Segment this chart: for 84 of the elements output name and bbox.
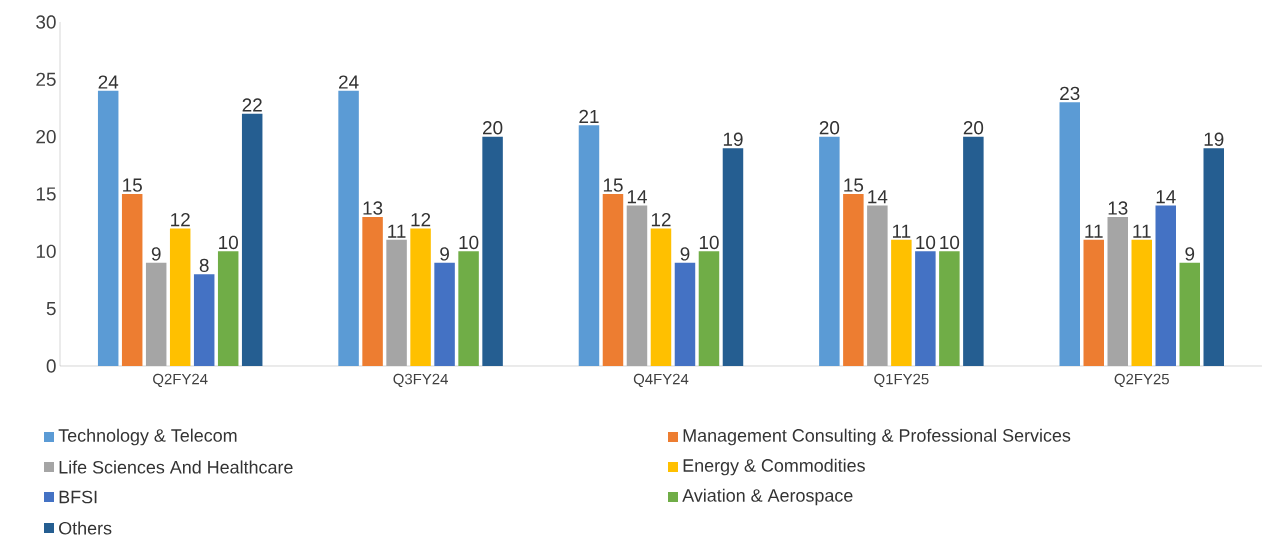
bar xyxy=(963,136,984,366)
bar xyxy=(362,216,383,366)
data-label: 19 xyxy=(723,132,743,146)
bar xyxy=(338,90,359,366)
data-label: 12 xyxy=(171,212,190,227)
bar xyxy=(819,136,840,366)
data-label: 10 xyxy=(459,235,479,250)
bar xyxy=(602,194,624,366)
bar xyxy=(674,262,696,366)
data-label: 13 xyxy=(1108,201,1128,215)
data-label: 14 xyxy=(868,190,888,204)
bar xyxy=(193,274,215,366)
legend-label: Technology & Telecom xyxy=(58,428,237,446)
bar xyxy=(1203,148,1224,366)
bar xyxy=(698,251,720,366)
x-tick-label: Q1FY25 xyxy=(874,373,929,388)
data-label: 8 xyxy=(199,258,209,273)
x-tick-label: Q4FY24 xyxy=(633,373,689,388)
data-label: 14 xyxy=(627,190,647,204)
data-label: 11 xyxy=(388,224,406,238)
x-tick-label: Q3FY24 xyxy=(393,373,448,388)
data-label: 19 xyxy=(1204,132,1224,146)
data-label: 20 xyxy=(963,121,984,135)
data-label: 15 xyxy=(603,178,623,192)
bar xyxy=(410,228,431,366)
bar xyxy=(97,90,119,366)
data-label: 12 xyxy=(651,212,671,227)
data-label: 22 xyxy=(242,98,262,112)
data-label: 20 xyxy=(819,121,840,135)
x-tick-label: Q2FY24 xyxy=(153,373,208,388)
y-tick-label: 30 xyxy=(36,15,56,29)
bar xyxy=(121,194,143,366)
bar xyxy=(843,194,864,366)
data-label: 10 xyxy=(916,235,936,250)
x-tick-label: Q2FY25 xyxy=(1114,373,1169,388)
data-label: 10 xyxy=(219,235,238,250)
bar xyxy=(650,228,672,366)
data-label: 24 xyxy=(98,75,119,89)
bar xyxy=(458,251,479,366)
bar xyxy=(482,136,503,366)
legend-label: Life Sciences And Healthcare xyxy=(59,460,293,474)
data-label: 12 xyxy=(411,212,431,227)
bar xyxy=(1083,239,1104,366)
legend-label: Energy & Commodities xyxy=(683,458,865,476)
data-label: 11 xyxy=(1133,224,1151,238)
y-tick-label: 0 xyxy=(46,359,56,373)
data-label: 11 xyxy=(892,224,911,238)
bar xyxy=(217,251,239,366)
data-label: 9 xyxy=(1185,247,1195,261)
data-label: 13 xyxy=(363,201,383,215)
legend-label: BFSI xyxy=(59,490,97,504)
bar xyxy=(1131,239,1152,366)
bar xyxy=(1059,102,1080,366)
y-tick-label: 5 xyxy=(46,302,56,316)
data-label: 15 xyxy=(123,178,142,192)
data-label: 11 xyxy=(1085,224,1103,238)
y-tick-label: 10 xyxy=(36,244,56,259)
legend-label: Management Consulting & Professional Services xyxy=(683,428,1071,446)
data-label: 10 xyxy=(940,235,960,250)
y-tick-label: 25 xyxy=(36,72,56,87)
bar xyxy=(891,239,912,366)
bar xyxy=(1179,262,1200,366)
y-tick-label: 20 xyxy=(36,129,56,144)
bar xyxy=(1155,205,1176,366)
bar xyxy=(434,262,455,366)
data-label: 14 xyxy=(1156,190,1176,204)
data-label: 9 xyxy=(151,247,161,261)
legend-label: Aviation & Aerospace xyxy=(682,488,853,506)
bar xyxy=(241,113,263,366)
y-tick-label: 15 xyxy=(36,187,56,201)
bar xyxy=(939,251,960,366)
data-label: 9 xyxy=(680,247,690,261)
data-label: 23 xyxy=(1060,86,1080,101)
bar xyxy=(578,125,600,366)
bar xyxy=(915,251,936,366)
data-label: 21 xyxy=(579,109,599,123)
data-label: 15 xyxy=(844,178,864,192)
data-label: 10 xyxy=(699,235,719,250)
bar xyxy=(722,148,744,366)
bar xyxy=(169,228,191,366)
data-label: 24 xyxy=(339,75,359,89)
data-label: 9 xyxy=(440,247,449,261)
legend-label: Others xyxy=(59,521,112,535)
data-label: 20 xyxy=(483,121,503,135)
